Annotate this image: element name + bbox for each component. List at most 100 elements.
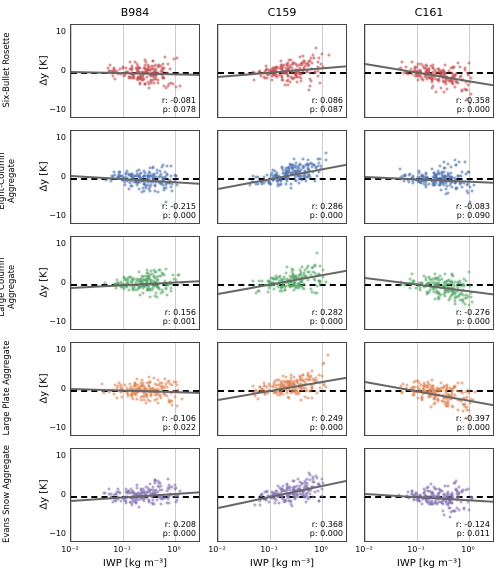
data-point bbox=[461, 403, 464, 406]
data-point bbox=[160, 396, 163, 399]
y-tick-label: 10 bbox=[42, 451, 66, 460]
data-point bbox=[469, 496, 472, 499]
data-point bbox=[149, 288, 152, 291]
data-point bbox=[410, 60, 413, 63]
data-point bbox=[437, 171, 440, 174]
stat-p: p: 0.000 bbox=[456, 423, 490, 433]
data-point bbox=[461, 298, 464, 301]
data-point bbox=[442, 91, 445, 94]
data-point bbox=[430, 405, 433, 408]
data-point bbox=[306, 158, 309, 161]
data-point bbox=[157, 285, 160, 288]
data-point bbox=[431, 86, 434, 89]
data-point bbox=[298, 167, 301, 170]
data-point bbox=[253, 503, 256, 506]
scatter-panel: r: 0.249p: 0.000 bbox=[217, 342, 347, 436]
data-point bbox=[154, 382, 157, 385]
data-point bbox=[287, 284, 290, 287]
data-point bbox=[301, 483, 304, 486]
data-point bbox=[131, 65, 134, 68]
data-point bbox=[260, 182, 263, 185]
data-point bbox=[292, 158, 295, 161]
data-point bbox=[254, 394, 257, 397]
data-point bbox=[137, 278, 140, 281]
data-point bbox=[310, 386, 313, 389]
data-point bbox=[176, 183, 179, 186]
data-point bbox=[291, 77, 294, 80]
data-point bbox=[319, 164, 322, 167]
data-point bbox=[472, 184, 475, 187]
data-point bbox=[115, 287, 118, 290]
stats-box: r: 0.368p: 0.000 bbox=[310, 520, 343, 539]
stats-box: r: 0.086p: 0.087 bbox=[310, 96, 343, 115]
data-point bbox=[300, 379, 303, 382]
data-point bbox=[290, 58, 293, 61]
data-point bbox=[298, 63, 301, 66]
data-point bbox=[284, 500, 287, 503]
stat-r: r: 0.156 bbox=[163, 308, 196, 318]
data-point bbox=[301, 178, 304, 181]
data-point bbox=[444, 192, 447, 195]
data-point bbox=[305, 477, 308, 480]
data-point bbox=[170, 186, 173, 189]
data-point bbox=[148, 186, 151, 189]
data-point bbox=[315, 292, 318, 295]
data-point bbox=[302, 287, 305, 290]
data-point bbox=[464, 302, 467, 305]
data-point bbox=[434, 500, 437, 503]
data-point bbox=[450, 387, 453, 390]
data-point bbox=[162, 76, 165, 79]
data-point bbox=[466, 295, 469, 298]
stat-r: r: -0.215 bbox=[162, 202, 196, 212]
data-point bbox=[132, 288, 135, 291]
data-point bbox=[417, 397, 420, 400]
data-point bbox=[136, 63, 139, 66]
data-point bbox=[157, 269, 160, 272]
data-point bbox=[446, 404, 449, 407]
stat-r: r: -0.083 bbox=[456, 202, 490, 212]
data-point bbox=[433, 401, 436, 404]
data-point bbox=[151, 65, 154, 68]
data-point bbox=[118, 491, 121, 494]
data-point bbox=[295, 80, 298, 83]
data-point bbox=[156, 190, 159, 193]
data-point bbox=[304, 480, 307, 483]
data-point bbox=[290, 268, 293, 271]
data-point bbox=[456, 174, 459, 177]
data-point bbox=[460, 171, 463, 174]
scatter-panel: r: -0.276p: 0.000 bbox=[364, 236, 494, 330]
data-point bbox=[278, 73, 281, 76]
fit-line bbox=[218, 480, 347, 509]
data-point bbox=[267, 392, 270, 395]
data-point bbox=[116, 397, 119, 400]
data-point bbox=[286, 177, 289, 180]
data-point bbox=[444, 64, 447, 67]
data-point bbox=[161, 183, 164, 186]
stat-r: r: 0.249 bbox=[310, 414, 343, 424]
gridline bbox=[71, 237, 72, 329]
data-point bbox=[454, 393, 457, 396]
data-point bbox=[457, 160, 460, 163]
data-point bbox=[136, 377, 139, 380]
data-point bbox=[290, 183, 293, 186]
data-point bbox=[131, 184, 134, 187]
data-point bbox=[145, 393, 148, 396]
y-tick-label: 0 bbox=[42, 490, 66, 499]
data-point bbox=[456, 408, 459, 411]
data-point bbox=[135, 288, 138, 291]
col-header: C161 bbox=[364, 6, 494, 19]
stat-p: p: 0.087 bbox=[310, 105, 343, 115]
data-point bbox=[311, 370, 314, 373]
y-tick-label: 0 bbox=[42, 172, 66, 181]
data-point bbox=[474, 391, 477, 394]
scatter-panel: r: -0.083p: 0.090 bbox=[364, 130, 494, 224]
data-point bbox=[316, 489, 319, 492]
data-point bbox=[318, 387, 321, 390]
stat-r: r: -0.397 bbox=[456, 414, 490, 424]
data-point bbox=[157, 401, 160, 404]
scatter-panel: r: 0.208p: 0.000 bbox=[70, 448, 200, 542]
stat-r: r: -0.276 bbox=[456, 308, 490, 318]
data-point bbox=[174, 174, 177, 177]
data-point bbox=[442, 160, 445, 163]
data-point bbox=[126, 285, 129, 288]
